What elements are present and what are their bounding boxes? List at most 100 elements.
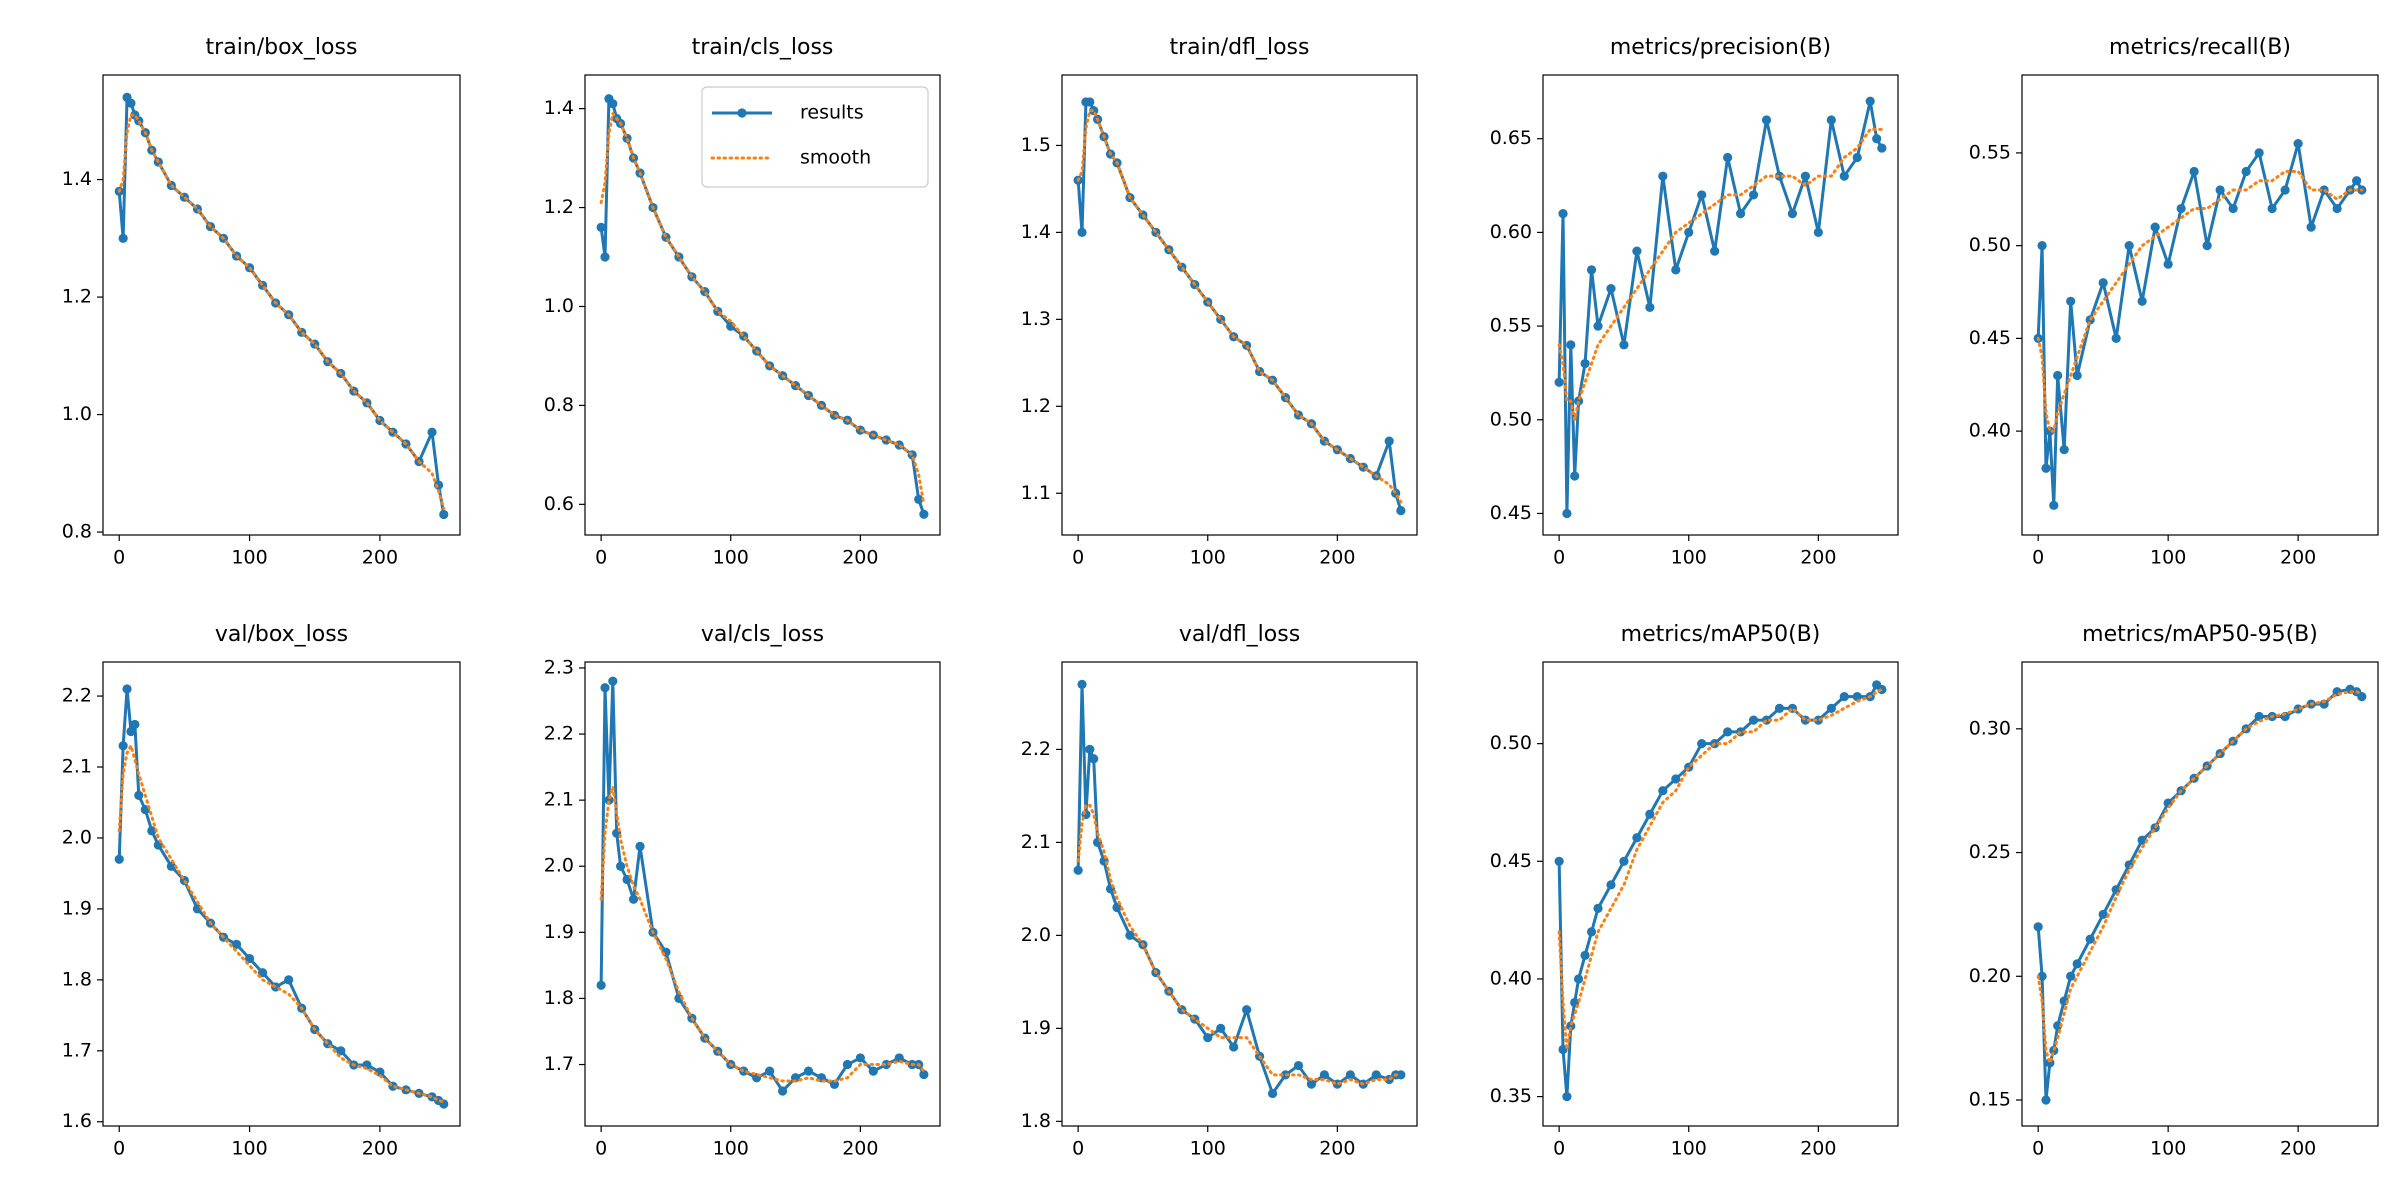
data-point: [2280, 185, 2290, 195]
x-tick-label: 0: [1072, 1138, 1084, 1160]
data-point: [881, 1059, 891, 1070]
plot-area: [1554, 96, 1887, 519]
data-point: [1697, 190, 1707, 200]
y-tick-label: 0.45: [1490, 850, 1532, 872]
subplot: val/cls_loss 0 100 200 1.7 1.8 1.9 2.0 2.1 2.2 2.3: [544, 622, 941, 1160]
data-point: [1787, 209, 1798, 219]
data-point: [1242, 1005, 1252, 1015]
subplot-title: val/dfl_loss: [1179, 622, 1300, 647]
y-tick-label: 0.45: [1490, 502, 1532, 524]
data-point: [1645, 302, 1655, 312]
data-point: [842, 1059, 852, 1070]
x-tick-label: 100: [1190, 1138, 1226, 1160]
x-tick-label: 100: [2150, 547, 2186, 569]
data-point: [1562, 1091, 1572, 1102]
data-point: [2072, 959, 2082, 969]
data-point: [919, 509, 929, 519]
y-tick-label: 0.15: [1969, 1089, 2011, 1111]
data-point: [2150, 222, 2160, 232]
data-point: [1371, 1070, 1381, 1080]
data-point: [2037, 241, 2047, 251]
data-point: [1619, 340, 1629, 350]
data-point: [1671, 774, 1681, 784]
x-tick-label: 100: [2150, 1138, 2186, 1160]
y-tick-label: 1.9: [62, 897, 92, 919]
data-point: [2293, 139, 2303, 149]
data-point: [1586, 927, 1597, 937]
y-tick-label: 1.6: [62, 1110, 92, 1132]
data-point: [1723, 727, 1733, 737]
data-point: [231, 939, 242, 949]
axes-frame: [584, 74, 941, 536]
x-tick-label: 100: [231, 1138, 267, 1160]
x-tick-label: 0: [1553, 547, 1565, 569]
y-tick-label: 1.3: [1021, 308, 1051, 330]
subplot: train/dfl_loss 0 100 200 1.1 1.2 1.3 1.4 1.5: [1021, 35, 1418, 569]
data-point: [1229, 1042, 1239, 1052]
x-tick-label: 0: [113, 547, 125, 569]
legend: results smooth: [701, 86, 929, 188]
x-tick-label: 200: [2280, 547, 2316, 569]
results-line: [2036, 687, 2363, 1102]
results-line: [599, 679, 926, 1093]
data-point: [1085, 97, 1095, 107]
data-point: [1877, 143, 1887, 153]
plot-area: [2033, 139, 2367, 510]
data-point: [244, 953, 255, 964]
y-tick-label: 0.55: [1969, 141, 2011, 163]
subplot: metrics/recall(B) 0 100 200 0.40 0.45 0.50 0.55: [1969, 35, 2379, 569]
subplot-title: train/dfl_loss: [1170, 35, 1310, 60]
data-point: [803, 1066, 814, 1076]
x-tick-label: 100: [1190, 547, 1226, 569]
axes-frame: [584, 661, 941, 1127]
data-point: [1396, 506, 1406, 516]
data-point: [1735, 209, 1746, 219]
data-point: [1396, 1070, 1406, 1080]
y-tick-label: 2.3: [544, 656, 574, 678]
data-point: [1761, 115, 1772, 125]
y-tick-label: 0.30: [1969, 717, 2011, 739]
y-tick-label: 0.20: [1969, 965, 2011, 987]
smooth-line: [2036, 169, 2364, 433]
data-point: [1684, 227, 1694, 237]
data-point: [1632, 833, 1642, 843]
data-point: [628, 894, 639, 904]
data-point: [919, 1069, 929, 1080]
plot-area: [1554, 680, 1887, 1102]
x-tick-label: 200: [362, 1138, 398, 1160]
data-point: [126, 726, 136, 737]
x-tick-label: 200: [1800, 547, 1836, 569]
data-point: [1554, 856, 1564, 866]
x-tick-label: 200: [362, 547, 398, 569]
data-point: [1748, 190, 1759, 200]
data-point: [1077, 679, 1087, 689]
data-point: [1566, 340, 1576, 350]
data-point: [118, 233, 128, 243]
data-point: [2045, 1058, 2055, 1068]
axes-frame: [102, 74, 461, 536]
legend-label: results: [800, 102, 864, 124]
axes-frame: [2021, 74, 2379, 536]
data-point: [2098, 909, 2108, 920]
smooth-line: [117, 744, 446, 1104]
data-point: [914, 494, 924, 504]
data-point: [1697, 739, 1707, 749]
y-tick-label: 1.1: [1021, 482, 1051, 504]
data-point: [1813, 227, 1823, 237]
data-point: [1580, 950, 1590, 961]
data-point: [1839, 691, 1849, 702]
smooth-line: [1557, 127, 1884, 422]
data-point: [1073, 865, 1083, 875]
data-point: [1077, 227, 1087, 237]
y-tick-label: 2.1: [1021, 831, 1051, 853]
data-point: [130, 719, 140, 730]
x-tick-label: 200: [1800, 1138, 1836, 1160]
data-point: [1710, 246, 1720, 256]
data-point: [1852, 691, 1862, 702]
data-point: [1586, 265, 1597, 275]
x-tick-label: 200: [2280, 1138, 2316, 1160]
x-tick-label: 100: [713, 547, 749, 569]
data-point: [2098, 278, 2108, 288]
axes-frame: [1542, 661, 1899, 1127]
subplot: val/box_loss 0 100 200 1.6 1.7 1.8 1.9 2.0 2.1 2.2: [62, 622, 461, 1160]
